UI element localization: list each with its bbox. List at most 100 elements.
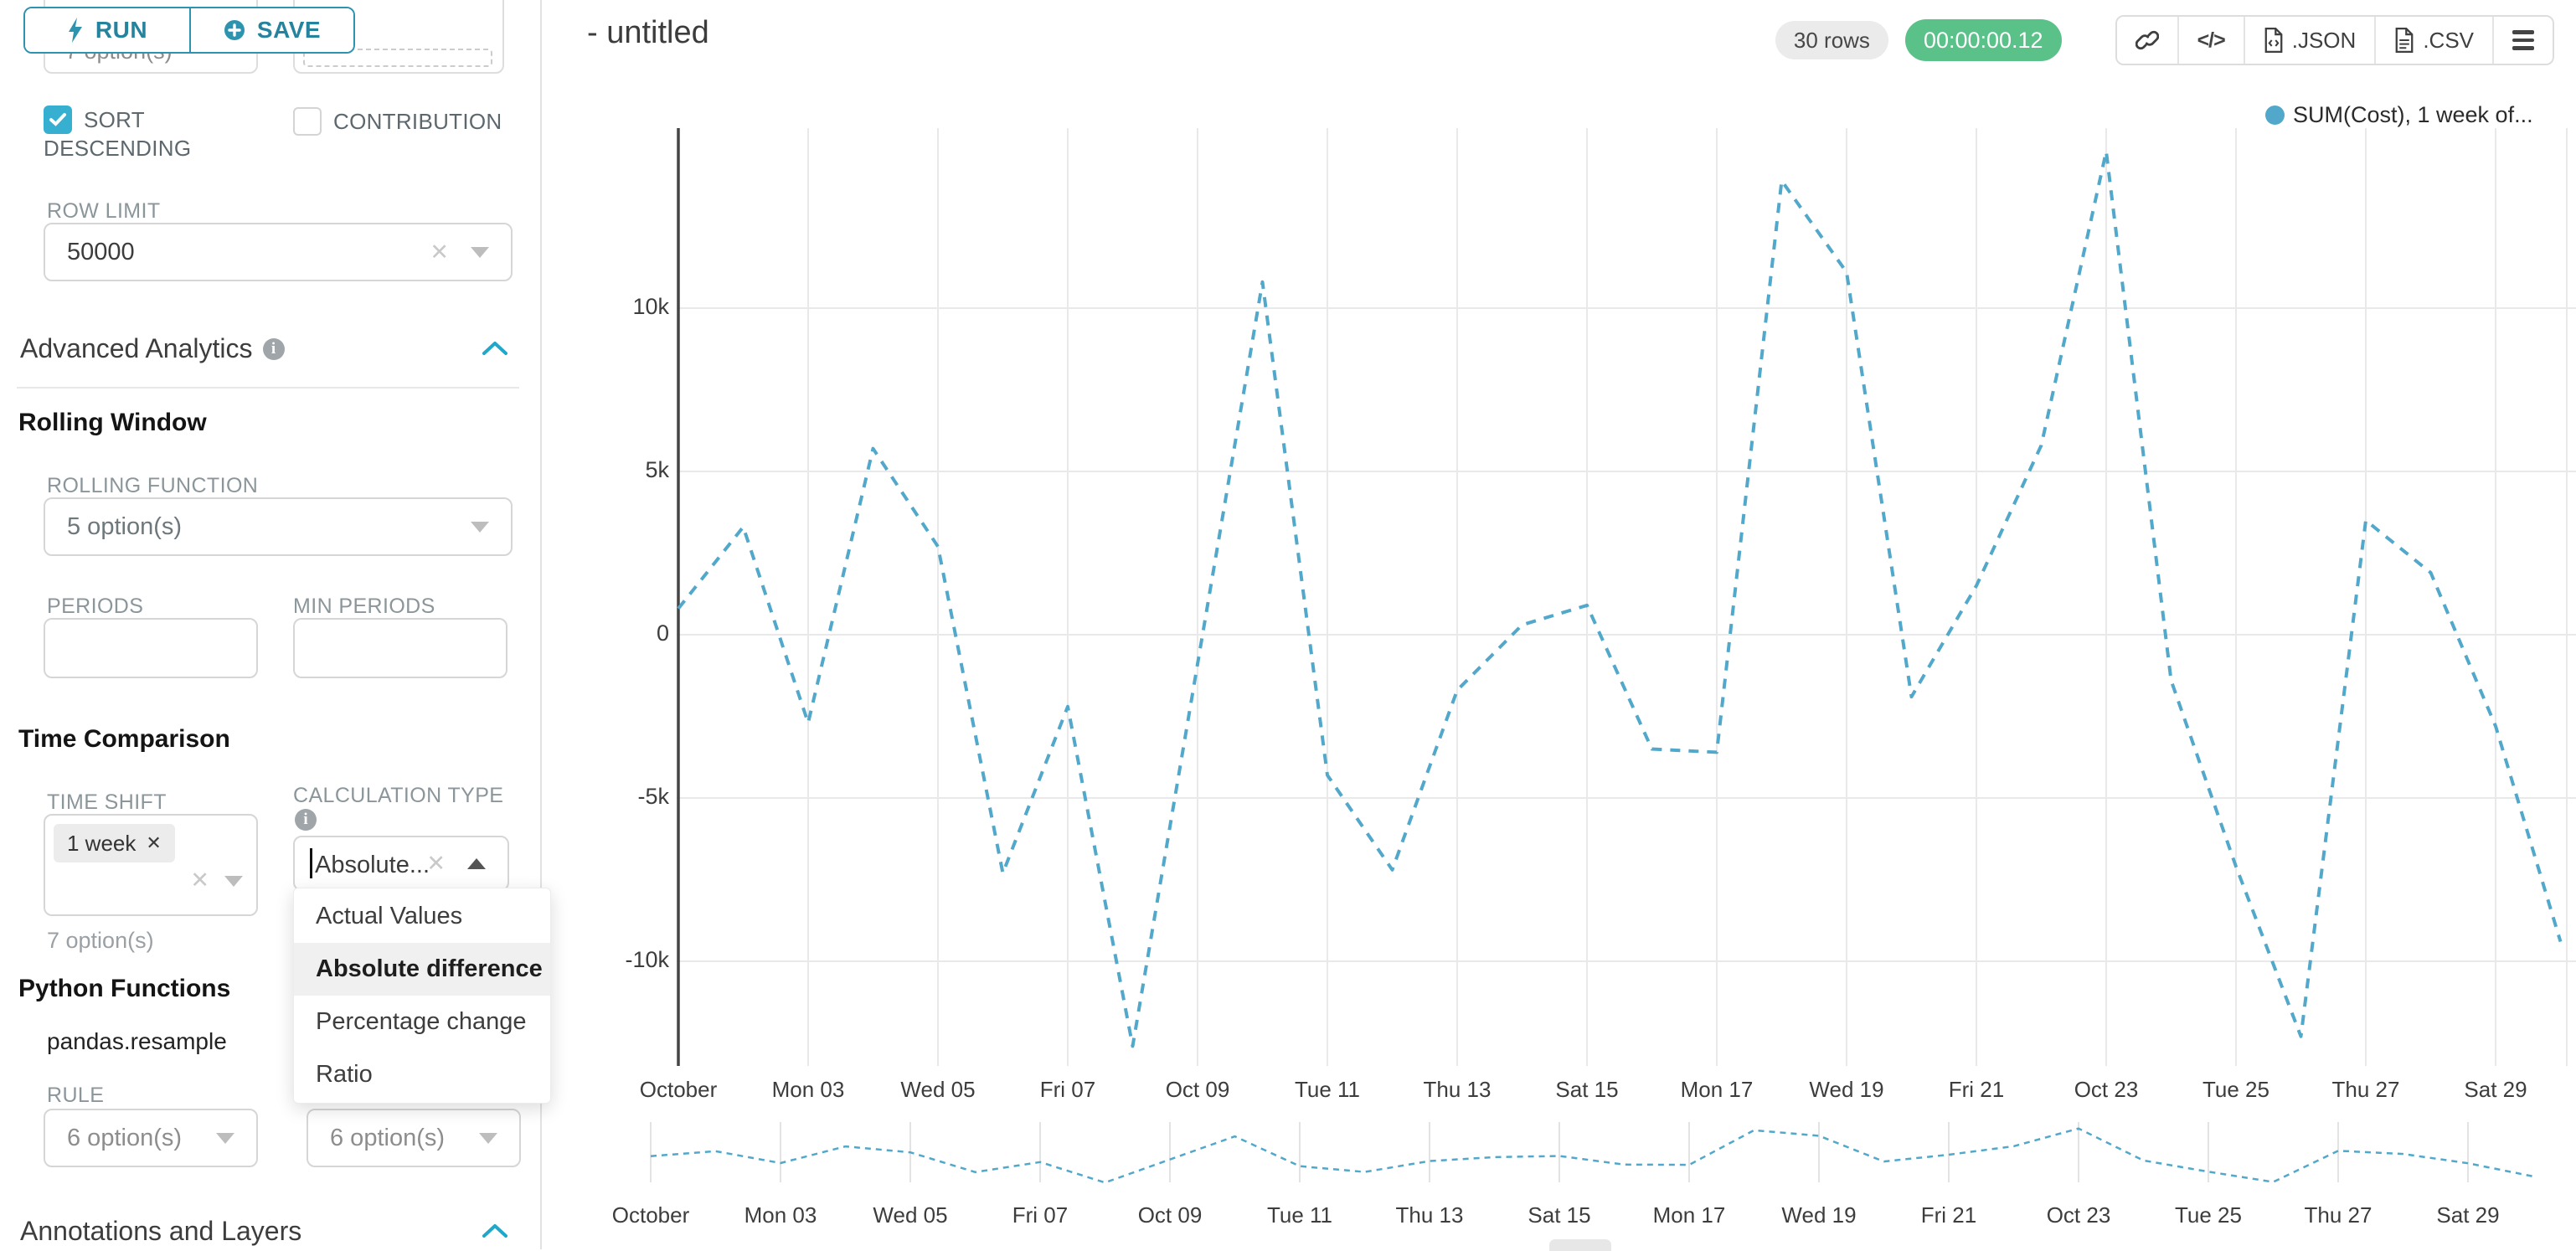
rule-label: RULE (47, 1084, 105, 1107)
calculation-type-select[interactable]: Absolute... ✕ (293, 836, 509, 891)
export-csv-button[interactable]: .CSV (2374, 17, 2492, 64)
time-shift-helper: 7 option(s) (47, 928, 154, 953)
time-shift-select[interactable]: 1 week ✕ ✕ (44, 814, 258, 916)
chevron-up-icon[interactable] (481, 1223, 509, 1239)
time-shift-tag-label: 1 week (67, 830, 137, 856)
export-json-label: .JSON (2291, 27, 2357, 53)
x-axis-tick-label: Sat 15 (1555, 1077, 1619, 1102)
x-axis-tick-label: Mon 03 (771, 1077, 845, 1102)
periods-label: PERIODS (47, 595, 144, 618)
chart-legend[interactable]: SUM(Cost), 1 week of... (2265, 102, 2533, 128)
row-limit-label: ROW LIMIT (47, 199, 161, 223)
x-axis-tick-label: Thu 27 (2331, 1077, 2400, 1102)
info-icon[interactable]: i (262, 337, 285, 360)
export-json-button[interactable]: .JSON (2243, 17, 2375, 64)
lightning-icon (68, 18, 82, 43)
main-chart-svg[interactable] (677, 128, 2576, 1066)
csv-file-icon (2395, 28, 2414, 53)
x-axis-tick-label: Sat 29 (2464, 1077, 2527, 1102)
x-axis-tick-label: Fri 21 (1920, 1202, 1977, 1228)
dropdown-option[interactable]: Ratio (316, 1061, 373, 1088)
y-axis-tick-label: 5k (645, 457, 669, 482)
section-annotations[interactable]: Annotations and Layers (20, 1216, 301, 1247)
x-axis-tick-label: October (639, 1077, 718, 1102)
control-panel: 7 option(s) RUN SAVE SORT DESCENDING CON… (0, 0, 551, 1249)
x-axis-tick-label: Sat 29 (2436, 1202, 2500, 1228)
min-periods-label: MIN PERIODS (293, 595, 435, 618)
resample-method-value: 6 option(s) (330, 1124, 446, 1151)
save-button[interactable]: SAVE (189, 8, 353, 52)
run-save-group: RUN SAVE (23, 7, 355, 54)
calculation-type-dropdown: Actual Values Absolute difference Percenta… (293, 888, 551, 1104)
chevron-down-icon[interactable] (224, 876, 243, 887)
x-axis-tick-label: Fri 07 (1039, 1077, 1096, 1102)
x-axis-tick-label: Thu 13 (1395, 1202, 1464, 1228)
remove-tag-icon[interactable]: ✕ (146, 832, 162, 853)
link-icon (2135, 30, 2159, 50)
legend-dot-icon (2265, 106, 2285, 125)
x-axis-tick-label: Oct 09 (1165, 1077, 1230, 1102)
chevron-up-icon[interactable] (481, 340, 509, 357)
x-axis-tick-label: Thu 13 (1423, 1077, 1492, 1102)
chart-panel: - untitled 30 rows 00:00:00.12 </> .JSON (544, 0, 2576, 1251)
code-icon: </> (2197, 28, 2226, 52)
advanced-analytics-title: Advanced Analytics (20, 333, 253, 363)
run-button-label: RUN (95, 17, 148, 43)
menu-button[interactable] (2492, 17, 2553, 64)
view-query-button[interactable]: </> (2177, 17, 2244, 64)
clear-icon[interactable]: ✕ (426, 850, 446, 876)
x-axis-tick-label: Thu 27 (2304, 1202, 2372, 1228)
row-limit-select[interactable]: 50000 ✕ (44, 223, 513, 281)
hamburger-icon (2512, 30, 2534, 50)
run-button[interactable]: RUN (25, 8, 189, 52)
x-axis-tick-label: Tue 11 (1266, 1202, 1333, 1228)
x-axis-tick-label: October (611, 1202, 690, 1228)
sort-descending-checkbox[interactable]: SORT DESCENDING (44, 106, 221, 162)
x-axis-tick-label: Tue 25 (2175, 1202, 2242, 1228)
export-csv-label: .CSV (2423, 27, 2474, 53)
page-title[interactable]: - untitled (587, 15, 709, 50)
rule-select[interactable]: 6 option(s) (44, 1109, 258, 1167)
chevron-down-icon[interactable] (471, 246, 489, 258)
preview-chart-svg[interactable] (649, 1120, 2548, 1186)
x-axis-tick-label: Fri 07 (1012, 1202, 1069, 1228)
annotations-title: Annotations and Layers (20, 1216, 302, 1246)
clear-icon[interactable]: ✕ (190, 867, 209, 893)
section-divider (17, 387, 519, 389)
rolling-function-label: ROLLING FUNCTION (47, 474, 259, 497)
rolling-function-value: 5 option(s) (67, 512, 183, 540)
python-functions-title: Python Functions (18, 975, 231, 1002)
text-cursor (310, 847, 312, 878)
dropdown-option[interactable]: Percentage change (316, 1008, 527, 1035)
bottom-cut-element[interactable] (1549, 1239, 1611, 1251)
rolling-window-title: Rolling Window (18, 409, 207, 436)
calculation-type-label: CALCULATION TYPE (293, 784, 504, 807)
section-advanced-analytics[interactable]: Advanced Analytics i (20, 333, 285, 364)
y-axis-tick-label: -5k (637, 784, 669, 809)
contribution-checkbox[interactable]: CONTRIBUTION (293, 107, 502, 136)
dropdown-option[interactable]: Absolute difference (294, 943, 550, 996)
rolling-function-select[interactable]: 5 option(s) (44, 497, 513, 556)
min-periods-input[interactable] (293, 618, 507, 678)
chevron-down-icon[interactable] (479, 1132, 497, 1144)
time-shift-tag[interactable]: 1 week ✕ (54, 824, 175, 862)
x-axis-tick-label: Fri 21 (1948, 1077, 2005, 1102)
x-axis-tick-label: Wed 05 (873, 1202, 948, 1228)
x-axis-tick-label: Sat 15 (1528, 1202, 1591, 1228)
chevron-down-icon[interactable] (471, 521, 489, 533)
chevron-down-icon[interactable] (216, 1132, 234, 1144)
x-axis-tick-label: Wed 05 (900, 1077, 976, 1102)
x-axis-tick-label: Tue 25 (2202, 1077, 2269, 1102)
info-icon[interactable]: i (295, 809, 317, 831)
x-axis-tick-label: Tue 11 (1294, 1077, 1361, 1102)
x-axis-tick-label: Mon 17 (1652, 1202, 1726, 1228)
row-count-badge: 30 rows (1775, 21, 1888, 59)
periods-input[interactable] (44, 618, 258, 678)
clear-icon[interactable]: ✕ (430, 239, 449, 265)
copy-link-button[interactable] (2116, 17, 2177, 64)
cutoff-dropzone[interactable] (293, 0, 504, 74)
x-axis-tick-label: Oct 23 (2046, 1202, 2111, 1228)
resample-method-select[interactable]: 6 option(s) (307, 1109, 521, 1167)
chevron-up-dark-icon[interactable] (467, 857, 486, 869)
dropdown-option[interactable]: Actual Values (316, 903, 463, 929)
